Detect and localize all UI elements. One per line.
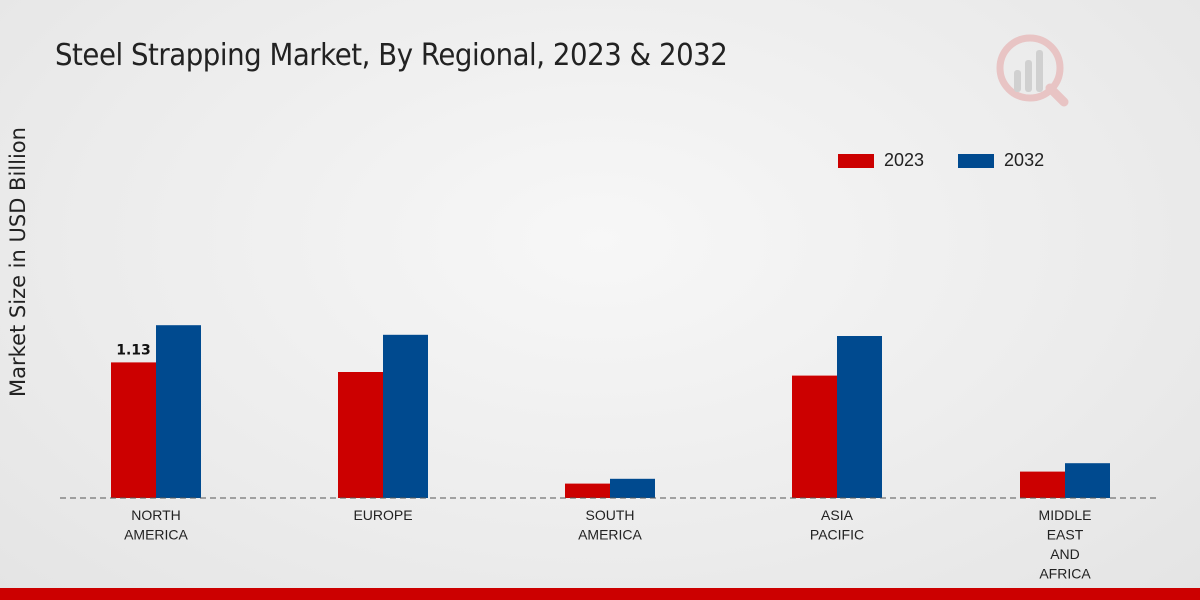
bar-2032-1 — [383, 334, 428, 498]
legend-swatch-2032 — [958, 153, 995, 168]
bar-2023-1 — [338, 372, 383, 498]
legend-label-2032: 2032 — [1004, 150, 1045, 170]
legend-item-2023: 2023 — [838, 150, 924, 171]
bar-2023-4 — [1020, 471, 1065, 498]
bar-2032-3 — [837, 336, 882, 498]
legend-item-2032: 2032 — [958, 150, 1044, 171]
x-tick-label-0: NORTH AMERICA — [124, 507, 188, 543]
x-tick-label-1: EUROPE — [353, 507, 412, 523]
bar-2023-3 — [792, 375, 837, 498]
x-tick-label-3: ASIA PACIFIC — [810, 507, 864, 543]
bar-2023-2 — [565, 483, 610, 498]
bar-2032-2 — [610, 478, 655, 498]
chart-title: Steel Strapping Market, By Regional, 202… — [55, 38, 728, 73]
brand-logo-icon — [996, 34, 1069, 107]
bar-2032-0 — [156, 325, 201, 498]
footer-accent-bar — [0, 588, 1200, 600]
legend: 2023 2032 — [838, 150, 1078, 171]
legend-label-2023: 2023 — [884, 150, 925, 170]
data-label-0-0: 1.13 — [116, 342, 151, 358]
bar-2032-4 — [1065, 463, 1110, 498]
x-tick-label-4: MIDDLE EAST AND AFRICA — [1039, 507, 1092, 582]
bar-2023-0 — [111, 362, 156, 498]
x-tick-label-2: SOUTH AMERICA — [578, 507, 642, 543]
legend-swatch-2023 — [838, 153, 874, 168]
